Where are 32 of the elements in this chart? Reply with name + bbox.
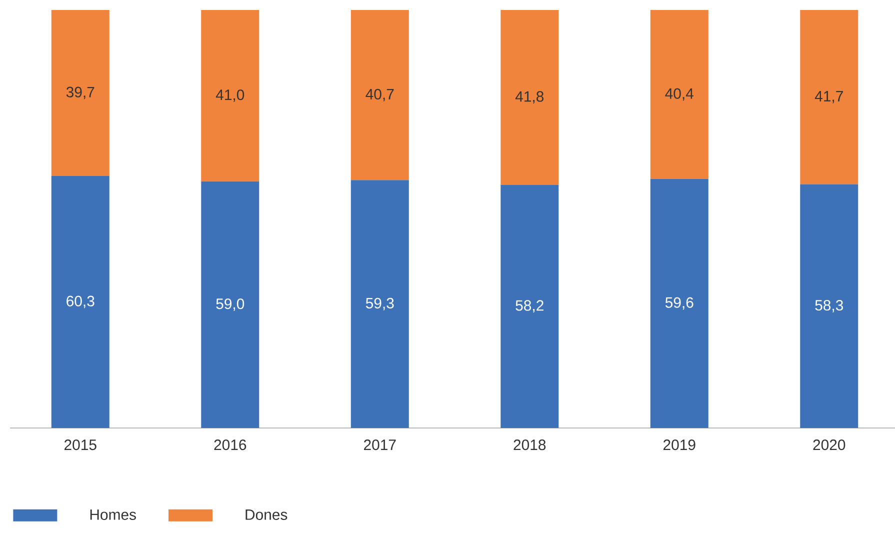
bar	[350, 180, 409, 428]
data-label: 39,7	[66, 86, 94, 100]
bar	[650, 178, 708, 428]
x-tick-label: 2019	[664, 440, 696, 450]
bar	[350, 10, 409, 180]
x-tick-label: 2018	[514, 440, 546, 450]
x-tick-label: 2020	[813, 440, 846, 450]
data-label: 41,7	[814, 91, 843, 104]
data-label: 40,7	[366, 88, 394, 102]
data-label: 58,3	[815, 300, 844, 312]
bar	[51, 10, 110, 176]
bar	[800, 10, 858, 184]
bar	[500, 184, 559, 428]
data-label: 59,3	[366, 298, 394, 310]
bar	[51, 176, 110, 428]
data-label: 41,0	[216, 90, 244, 102]
bar	[500, 10, 559, 185]
x-tick-label: 2016	[214, 440, 246, 450]
data-label: 59,6	[665, 297, 694, 310]
data-label: 59,0	[216, 298, 244, 311]
bar	[201, 10, 260, 182]
data-label: 40,4	[665, 88, 694, 101]
bar	[201, 181, 260, 428]
x-tick-label: 2017	[364, 440, 396, 450]
bar	[650, 10, 708, 179]
data-label: 41,8	[515, 91, 544, 104]
legend-label: Dones	[246, 510, 288, 520]
data-label: 60,3	[66, 296, 94, 308]
data-label: 58,2	[516, 300, 544, 313]
x-tick-label: 2015	[64, 440, 96, 450]
bar	[800, 184, 858, 428]
legend-label: Homes	[90, 510, 136, 520]
